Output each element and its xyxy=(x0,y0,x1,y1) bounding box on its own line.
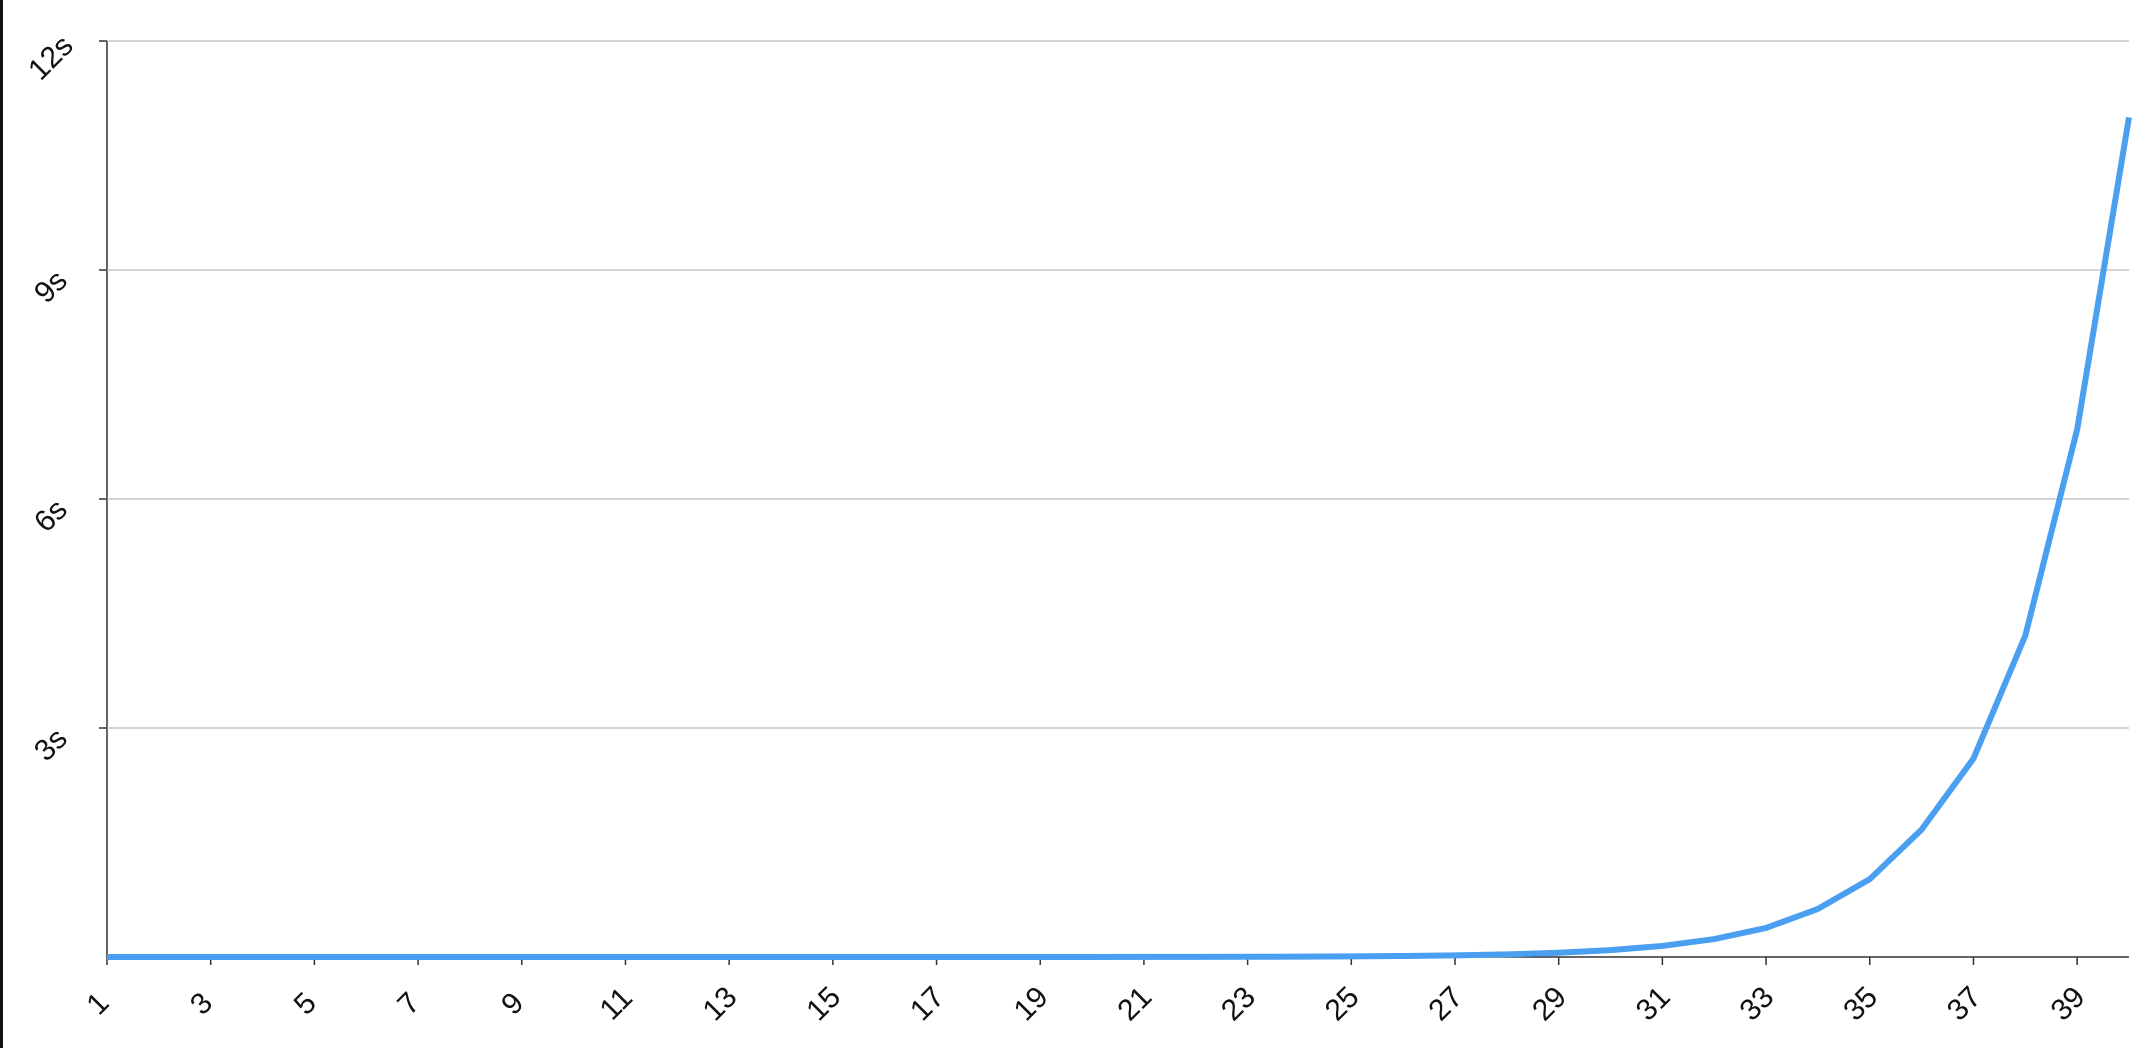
x-tick-label: 27 xyxy=(1422,980,1469,1027)
y-tick-label: 9s xyxy=(28,264,74,310)
x-tick-label: 19 xyxy=(1008,980,1055,1027)
x-tick-label: 13 xyxy=(697,980,744,1027)
x-tick-label: 23 xyxy=(1215,980,1262,1027)
x-tick-label: 25 xyxy=(1319,980,1366,1027)
x-tick-label: 35 xyxy=(1837,980,1884,1027)
x-tick-label: 29 xyxy=(1526,980,1573,1027)
y-tick-label: 6s xyxy=(28,493,74,539)
y-tick-label: 3s xyxy=(28,722,74,768)
x-tick-label: 9 xyxy=(495,986,530,1021)
x-tick-label: 17 xyxy=(904,980,951,1027)
x-tick-label: 15 xyxy=(800,980,847,1027)
line-series xyxy=(107,116,2132,960)
x-tick-label: 1 xyxy=(80,986,115,1021)
x-tick-label: 37 xyxy=(1941,980,1988,1027)
x-tick-label: 11 xyxy=(594,981,639,1026)
x-tick-label: 31 xyxy=(1630,980,1677,1027)
x-tick-label: 3 xyxy=(184,986,219,1021)
y-tick-label: 12s xyxy=(22,29,80,87)
x-tick-label: 39 xyxy=(2045,980,2092,1027)
x-tick-label: 5 xyxy=(288,986,323,1021)
x-tick-label: 33 xyxy=(1733,980,1780,1027)
x-tick-label: 21 xyxy=(1111,980,1158,1027)
left-border xyxy=(0,0,3,1048)
x-tick-label: 7 xyxy=(391,986,426,1021)
